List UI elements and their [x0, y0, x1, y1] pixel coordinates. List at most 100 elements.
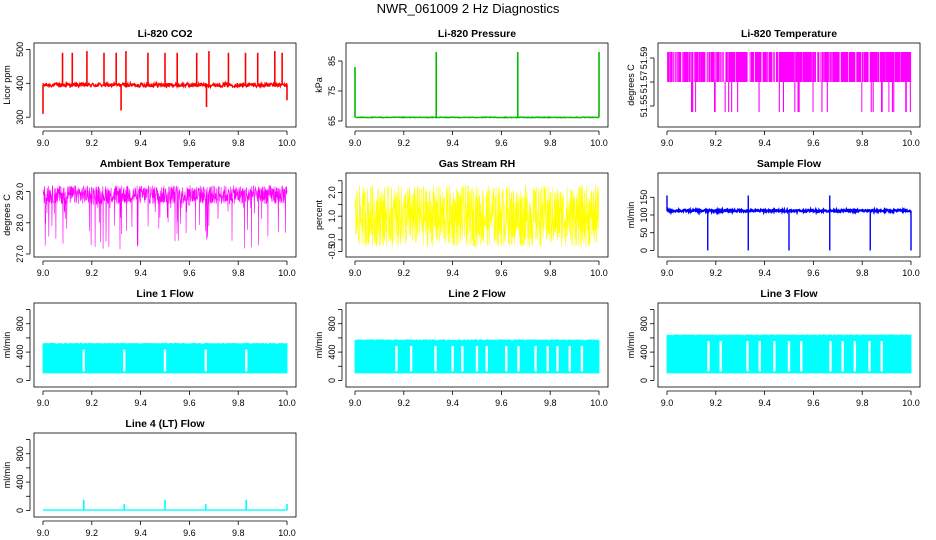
plot-frame	[657, 302, 921, 388]
x-tick-label: 10.0	[902, 138, 920, 148]
y-tick-label: 27.0	[15, 245, 25, 263]
x-tick-label: 10.0	[590, 398, 608, 408]
panel-title: Line 1 Flow	[136, 288, 194, 300]
y-tick-label: 28.0	[15, 214, 25, 232]
x-tick-label: 9.2	[398, 138, 411, 148]
x-tick-label: 9.4	[758, 398, 771, 408]
x-tick-label: 9.4	[446, 138, 459, 148]
y-axis-label: ml/min	[314, 332, 324, 359]
y-tick-label: 100	[639, 207, 649, 222]
gap-mark	[568, 346, 571, 372]
panel-line3: Line 3 Flow ml/min 9.0 9.2 9.4 9.6 9.8 10.0 0 400…	[626, 288, 921, 408]
x-tick-label: 9.6	[807, 268, 820, 278]
series-line	[42, 185, 288, 250]
panel-title: Line 4 (LT) Flow	[125, 418, 205, 430]
x-tick-label: 9.6	[495, 268, 508, 278]
series-pressure	[354, 52, 600, 119]
plot-frame	[33, 432, 297, 518]
x-tick-label: 10.0	[902, 268, 920, 278]
x-tick-label: 9.4	[134, 268, 147, 278]
x-tick-label: 9.0	[661, 268, 674, 278]
x-tick-label: 9.6	[183, 268, 196, 278]
y-axis-label: ml/min	[2, 462, 12, 489]
y-tick-label: 0.0	[327, 234, 337, 247]
x-tick-label: 9.2	[398, 268, 411, 278]
plot-frame	[33, 172, 297, 258]
gap-mark	[880, 341, 883, 372]
x-tick-label: 9.0	[37, 528, 50, 538]
series-temperature	[667, 52, 912, 112]
x-tick-label: 9.8	[232, 398, 245, 408]
y-tick-label: 800	[15, 316, 25, 331]
y-tick-label: 800	[327, 316, 337, 331]
y-axis-label: Licor ppm	[2, 65, 12, 105]
x-tick-label: 9.2	[86, 398, 99, 408]
x-tick-label: 9.0	[37, 138, 50, 148]
series-line	[667, 52, 912, 112]
y-tick-label: 85	[327, 56, 337, 66]
series-co2	[42, 51, 288, 114]
y-tick-label: 2.0	[327, 186, 337, 199]
series-line3	[666, 334, 912, 374]
x-tick-label: 9.8	[856, 398, 869, 408]
plot-frame	[33, 302, 297, 388]
y-tick-label: 400	[15, 475, 25, 490]
x-tick-label: 9.0	[661, 138, 674, 148]
x-tick-label: 9.4	[758, 138, 771, 148]
panel-co2: Li-820 CO2 Licor ppm 9.0 9.2 9.4 9.6 9.8 10.0 30…	[2, 28, 297, 148]
series-box-temp	[42, 185, 288, 250]
x-tick-label: 9.8	[232, 528, 245, 538]
x-tick-label: 9.0	[37, 398, 50, 408]
gap-mark	[82, 349, 85, 372]
gap-mark	[204, 349, 207, 372]
x-tick-label: 9.2	[710, 398, 723, 408]
gap-mark	[800, 341, 803, 372]
x-tick-label: 9.0	[349, 138, 362, 148]
x-tick-label: 9.8	[232, 268, 245, 278]
x-tick-label: 9.0	[349, 268, 362, 278]
gap-mark	[787, 341, 791, 372]
y-tick-label: 51.57	[639, 71, 649, 94]
x-tick-label: 9.0	[37, 268, 50, 278]
y-tick-label: 0	[639, 378, 649, 383]
x-tick-label: 9.2	[86, 528, 99, 538]
x-tick-label: 9.8	[544, 398, 557, 408]
plot-frame	[33, 42, 297, 128]
panel-title: Li-820 Pressure	[438, 28, 516, 40]
x-tick-label: 9.4	[446, 398, 459, 408]
panel-pressure: Li-820 Pressure kPa 9.0 9.2 9.4 9.6 9.8 10.0 65 7…	[314, 28, 609, 148]
y-tick-label: 29.0	[15, 183, 25, 201]
y-axis-label: degrees C	[2, 194, 12, 236]
panel-line4: Line 4 (LT) Flow ml/min 9.0 9.2 9.4 9.6 9.8 10.…	[2, 418, 297, 538]
x-tick-label: 10.0	[278, 398, 296, 408]
gap-mark	[556, 346, 559, 372]
gap-mark	[434, 346, 437, 372]
x-tick-label: 9.8	[544, 268, 557, 278]
x-tick-label: 9.2	[86, 268, 99, 278]
x-tick-label: 9.6	[807, 398, 820, 408]
y-axis-label: ml/min	[626, 202, 636, 229]
x-tick-label: 9.2	[398, 398, 411, 408]
gap-mark	[163, 349, 167, 372]
panel-title: Ambient Box Temperature	[100, 158, 231, 170]
plot-frame	[345, 42, 609, 128]
panel-title: Line 3 Flow	[760, 288, 818, 300]
panel-temperature: Li-820 Temperature degrees C 9.0 9.2 9.4 9.6 9…	[626, 28, 921, 148]
series-line	[354, 115, 600, 119]
x-tick-label: 9.6	[495, 398, 508, 408]
plot-frame	[657, 42, 921, 128]
y-tick-label: -0.5	[327, 244, 337, 260]
y-tick-label: 800	[15, 446, 25, 461]
plot-frame	[345, 302, 609, 388]
y-tick-label: 0	[327, 378, 337, 383]
gap-mark	[719, 341, 722, 372]
x-tick-label: 9.8	[856, 268, 869, 278]
x-tick-label: 9.4	[134, 138, 147, 148]
gap-mark	[485, 346, 488, 372]
gap-mark	[475, 346, 479, 372]
series-line1	[42, 342, 288, 374]
y-axis-label: ml/min	[626, 332, 636, 359]
y-tick-label: 800	[639, 316, 649, 331]
gap-mark	[461, 346, 464, 372]
